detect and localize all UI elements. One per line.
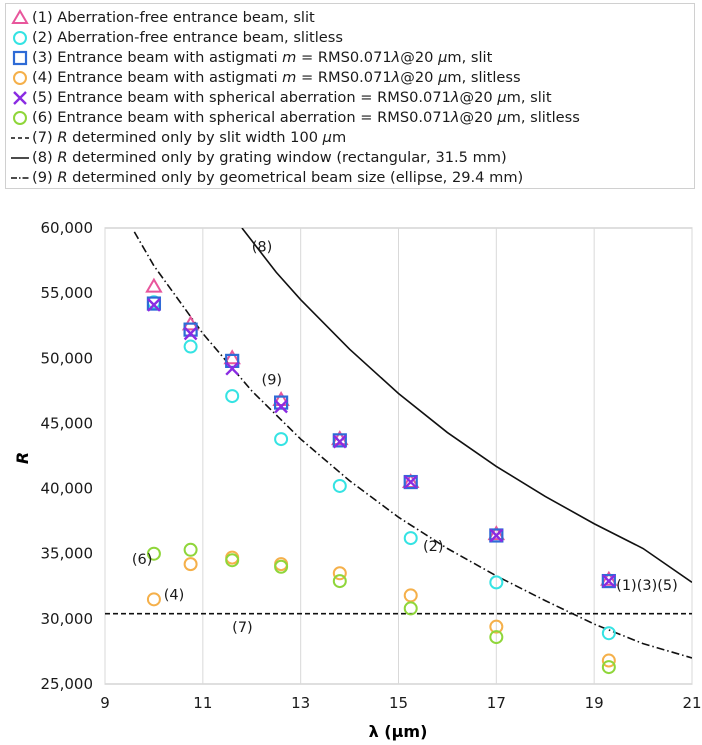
s5-point <box>274 399 288 414</box>
s3-point <box>183 322 198 337</box>
s6-point <box>403 601 418 616</box>
s5-point <box>332 434 347 449</box>
s6-point <box>146 546 161 561</box>
legend-marker <box>13 71 27 85</box>
legend-marker-icon <box>11 9 29 24</box>
legend-marker-icon <box>13 91 27 105</box>
s2-point <box>489 575 504 590</box>
s4-point <box>146 592 161 607</box>
legend-marker-icon <box>13 71 27 85</box>
y-tick-label: 30,000 <box>41 610 94 628</box>
s3-point <box>146 296 162 311</box>
s3-point <box>403 474 418 490</box>
annotation-label: (2) <box>423 539 444 555</box>
legend-marker <box>13 111 27 125</box>
legend-marker-icon <box>11 157 29 159</box>
s2-point <box>183 339 198 354</box>
x-tick-label: 17 <box>487 694 506 712</box>
legend-marker <box>12 50 28 66</box>
s4-point <box>601 653 616 668</box>
s3-point <box>489 528 504 543</box>
x-tick-label: 21 <box>682 694 701 712</box>
legend-marker-icon <box>12 50 28 66</box>
s1-point <box>223 349 241 365</box>
s5-point <box>489 528 504 543</box>
s3-point <box>332 433 347 448</box>
y-tick-label: 35,000 <box>41 545 94 563</box>
line9-curve <box>133 231 692 659</box>
s1-point <box>145 277 163 293</box>
s6-point <box>489 630 504 645</box>
legend-marker-icon <box>13 31 27 45</box>
y-axis-label: R <box>13 452 32 464</box>
legend-marker <box>13 91 27 105</box>
legend-marker-icon <box>13 111 27 125</box>
legend-marker-icon <box>11 177 29 179</box>
s5-point <box>403 475 418 489</box>
s6-point <box>274 559 289 574</box>
y-tick-label: 25,000 <box>41 675 94 693</box>
scatter-chart: 9 11 13 15 17 19 21 25,000 30,000 35,000 40,000 45,… <box>13 219 702 741</box>
s5-point <box>147 298 161 312</box>
x-axis-label: λ (μm) <box>369 722 428 741</box>
s2-point <box>332 478 347 493</box>
legend-marker <box>11 9 29 24</box>
legend-label: (1) Aberration-free entrance beam, slit <box>32 9 315 26</box>
s2-point <box>225 389 240 404</box>
y-tick-label: 40,000 <box>41 480 94 498</box>
s3-point <box>274 395 289 410</box>
x-tick-label: 9 <box>100 694 110 712</box>
legend-marker-icon <box>11 137 29 139</box>
s2-point <box>601 626 616 641</box>
s2-point <box>403 531 418 546</box>
legend-label: (3) Entrance beam with astigmati m = RMS… <box>32 49 493 66</box>
annotation-label: (7) <box>232 620 253 636</box>
y-tick-label: 55,000 <box>41 284 94 302</box>
legend-label: (2) Aberration-free entrance beam, slitl… <box>32 29 343 46</box>
line8-curve <box>241 228 692 584</box>
s2-point <box>274 432 289 447</box>
annotation-label: (9) <box>262 372 283 388</box>
y-tick-label: 60,000 <box>41 219 94 237</box>
legend-label: (8) R determined only by grating window … <box>32 149 507 166</box>
s5-point <box>183 326 198 341</box>
x-tick-label: 11 <box>193 694 212 712</box>
legend-label: (4) Entrance beam with astigmati m = RMS… <box>32 69 521 86</box>
annotation-label: (6) <box>132 552 153 568</box>
x-tick-label: 19 <box>585 694 604 712</box>
annotation-label: (1)(3)(5) <box>616 578 678 594</box>
s5-point <box>601 574 616 588</box>
s3-point <box>601 573 616 589</box>
s5-point <box>225 361 240 376</box>
s6-point <box>183 542 198 557</box>
annotation-label: (8) <box>252 239 273 255</box>
s4-point <box>489 619 504 634</box>
s4-point <box>183 557 198 572</box>
y-tick-label: 45,000 <box>41 414 94 432</box>
annotation-label: (4) <box>164 587 185 603</box>
plot-area: 9 11 13 15 17 19 21 25,000 30,000 35,000 40,000 45,… <box>41 219 702 712</box>
s6-point <box>225 553 240 568</box>
legend-marker <box>13 31 27 45</box>
legend-label: (7) R determined only by slit width 100 … <box>32 129 347 146</box>
s6-point <box>332 574 347 589</box>
s4-point <box>403 588 418 603</box>
s6-point <box>601 660 616 675</box>
s4-point <box>332 566 347 581</box>
legend-label: (9) R determined only by geometrical bea… <box>32 169 524 186</box>
legend-label: (5) Entrance beam with spherical aberrat… <box>32 89 552 106</box>
y-tick-label: 50,000 <box>41 349 94 367</box>
x-tick-label: 15 <box>389 694 408 712</box>
s3-point <box>225 353 240 368</box>
x-tick-label: 13 <box>291 694 310 712</box>
legend-label: (6) Entrance beam with spherical aberrat… <box>32 109 580 126</box>
legend: (1) Aberration-free entrance beam, slit (… <box>5 3 695 189</box>
